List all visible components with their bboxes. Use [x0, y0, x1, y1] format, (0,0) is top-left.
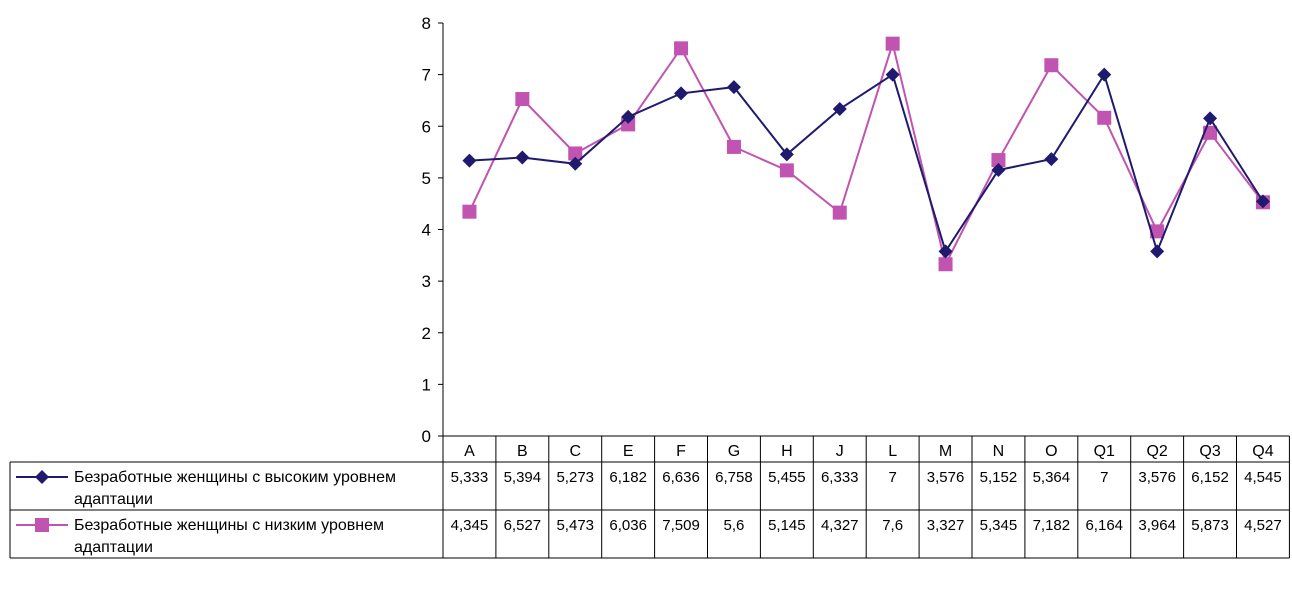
- data-point-low-adaptation: [779, 163, 794, 178]
- data-point-high-adaptation: [674, 86, 689, 101]
- data-point-high-adaptation: [621, 109, 636, 124]
- data-table-cell: 7: [1100, 469, 1108, 486]
- data-point-low-adaptation: [726, 139, 741, 154]
- x-tick-label: L: [888, 443, 897, 460]
- data-point-low-adaptation: [991, 153, 1006, 168]
- x-tick-label: M: [939, 443, 952, 460]
- data-table-cell: 7,509: [662, 517, 700, 534]
- data-table-cell: 4,327: [821, 517, 859, 534]
- data-table-cell: 7: [888, 469, 896, 486]
- data-table: A B C E F G H J L M N O Q1 Q2 Q3 Q4 Безработные женщины …: [9, 435, 1290, 559]
- legend-label: Безработные женщины с низким уровнем: [74, 517, 384, 534]
- data-table-cell: 6,636: [662, 469, 700, 486]
- x-tick-label: H: [781, 443, 793, 460]
- data-table-cell: 6,527: [504, 517, 542, 534]
- data-point-high-adaptation: [991, 163, 1006, 178]
- data-table-cell: 5,145: [768, 517, 806, 534]
- data-table-cell: 5,152: [980, 469, 1018, 486]
- y-tick-label: 6: [422, 117, 431, 136]
- data-point-high-adaptation: [462, 153, 477, 168]
- data-point-high-adaptation: [832, 102, 847, 117]
- data-table-cell: 3,576: [927, 469, 965, 486]
- data-point-high-adaptation: [779, 147, 794, 162]
- data-table-cell: 6,758: [715, 469, 753, 486]
- data-table-cell: 6,036: [609, 517, 647, 534]
- legend-label: адаптации: [74, 491, 153, 508]
- data-table-cell: 4,527: [1244, 517, 1282, 534]
- data-table-cell: 4,345: [451, 517, 489, 534]
- data-table-cell: 5,394: [504, 469, 542, 486]
- data-table-cell: 5,273: [556, 469, 594, 486]
- data-point-low-adaptation: [515, 92, 530, 107]
- data-point-high-adaptation: [1255, 194, 1270, 209]
- data-point-low-adaptation: [674, 41, 689, 56]
- data-table-cell: 6,182: [609, 469, 647, 486]
- data-point-low-adaptation: [1150, 224, 1165, 239]
- data-table-cell: 6,333: [821, 469, 859, 486]
- data-point-low-adaptation: [462, 204, 477, 219]
- data-point-high-adaptation: [515, 150, 530, 165]
- data-table-cell: 7,182: [1033, 517, 1071, 534]
- series-line-low-adaptation: [468, 39, 1264, 268]
- data-table-cell: 5,6: [724, 517, 745, 534]
- data-table-cell: 3,576: [1138, 469, 1176, 486]
- x-tick-label: F: [676, 443, 686, 460]
- x-tick-label: E: [623, 443, 634, 460]
- data-point-low-adaptation: [568, 146, 583, 161]
- x-tick-label: Q1: [1094, 443, 1115, 460]
- data-point-high-adaptation: [938, 244, 953, 259]
- data-point-low-adaptation: [1044, 58, 1059, 73]
- x-tick-label: G: [728, 443, 740, 460]
- y-axis: 0 1 2 3 4 5 6 7 8: [422, 14, 444, 446]
- y-tick-label: 7: [422, 66, 431, 85]
- x-tick-label: C: [569, 443, 581, 460]
- y-tick-label: 5: [422, 169, 431, 188]
- x-tick-label: J: [836, 443, 844, 460]
- x-tick-label: Q4: [1252, 443, 1273, 460]
- data-table-cell: 5,455: [768, 469, 806, 486]
- data-table-cell: 3,327: [927, 517, 965, 534]
- data-point-low-adaptation: [938, 257, 953, 272]
- x-tick-label: B: [517, 443, 528, 460]
- y-tick-label: 8: [422, 14, 431, 33]
- y-tick-label: 3: [422, 272, 431, 291]
- y-tick-label: 4: [422, 221, 431, 240]
- x-tick-label: Q2: [1146, 443, 1167, 460]
- data-table-cell: 4,545: [1244, 469, 1282, 486]
- data-table-cell: 6,164: [1085, 517, 1123, 534]
- data-point-high-adaptation: [1044, 152, 1059, 167]
- data-point-high-adaptation: [1150, 244, 1165, 259]
- plot-area: [462, 36, 1270, 272]
- data-point-low-adaptation: [832, 205, 847, 220]
- y-tick-label: 1: [422, 375, 431, 394]
- data-table-cell: 3,964: [1138, 517, 1176, 534]
- data-table-cell: 5,364: [1033, 469, 1071, 486]
- legend-key-marker: [35, 518, 49, 532]
- data-point-low-adaptation: [1097, 110, 1112, 125]
- data-point-high-adaptation: [885, 67, 900, 82]
- y-tick-label: 0: [422, 427, 431, 446]
- data-point-high-adaptation: [568, 156, 583, 171]
- data-table-cell: 6,152: [1191, 469, 1229, 486]
- data-table-cell: 7,6: [882, 517, 903, 534]
- data-table-cell: 5,345: [980, 517, 1018, 534]
- x-tick-label: A: [464, 443, 475, 460]
- data-table-cell: 5,333: [451, 469, 489, 486]
- data-point-high-adaptation: [1097, 67, 1112, 82]
- legend-key-marker: [35, 470, 49, 484]
- data-point-low-adaptation: [885, 36, 900, 51]
- data-point-high-adaptation: [726, 80, 741, 95]
- legend-label: адаптации: [74, 539, 153, 556]
- data-table-cell: 5,473: [556, 517, 594, 534]
- y-tick-label: 2: [422, 324, 431, 343]
- x-tick-label: N: [993, 443, 1005, 460]
- data-point-high-adaptation: [1203, 111, 1218, 126]
- legend-label: Безработные женщины с высоким уровнем: [74, 469, 396, 486]
- series-line-high-adaptation: [469, 72, 1264, 255]
- x-tick-label: Q3: [1199, 443, 1220, 460]
- x-tick-label: O: [1045, 443, 1057, 460]
- data-table-cell: 5,873: [1191, 517, 1229, 534]
